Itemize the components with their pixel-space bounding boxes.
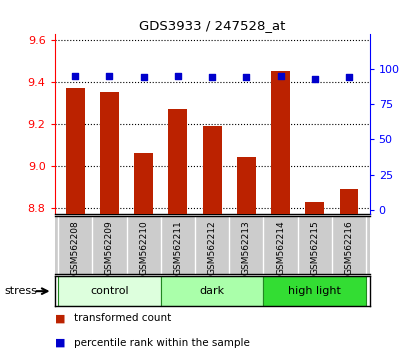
Bar: [305, 201, 324, 214]
Bar: [168, 109, 187, 214]
Point: [140, 74, 147, 80]
Bar: [263, 276, 366, 306]
Point: [346, 74, 352, 80]
Point: [106, 73, 113, 79]
Text: ■: ■: [55, 338, 65, 348]
Text: GSM562211: GSM562211: [173, 221, 182, 275]
Point: [312, 76, 318, 81]
Point: [209, 74, 215, 80]
Text: GSM562209: GSM562209: [105, 221, 114, 275]
Text: dark: dark: [200, 286, 225, 296]
Bar: [161, 276, 263, 306]
Text: control: control: [90, 286, 129, 296]
Point: [243, 74, 250, 80]
Bar: [66, 88, 84, 214]
Text: GSM562212: GSM562212: [207, 221, 217, 275]
Text: ■: ■: [55, 313, 65, 323]
Point: [277, 73, 284, 79]
Point: [174, 73, 181, 79]
Bar: [100, 92, 119, 214]
Point: [72, 73, 79, 79]
Text: GSM562208: GSM562208: [71, 221, 80, 275]
Text: percentile rank within the sample: percentile rank within the sample: [74, 338, 249, 348]
Text: GSM562210: GSM562210: [139, 221, 148, 275]
Bar: [134, 153, 153, 214]
Bar: [203, 126, 221, 214]
Text: GSM562216: GSM562216: [344, 221, 354, 275]
Text: GSM562213: GSM562213: [242, 221, 251, 275]
Text: GSM562214: GSM562214: [276, 221, 285, 275]
Bar: [271, 72, 290, 214]
Title: GDS3933 / 247528_at: GDS3933 / 247528_at: [139, 19, 285, 33]
Text: GSM562215: GSM562215: [310, 221, 319, 275]
Bar: [58, 276, 161, 306]
Bar: [340, 189, 359, 214]
Text: high light: high light: [289, 286, 341, 296]
Bar: [237, 158, 256, 214]
Text: stress: stress: [4, 286, 37, 296]
Text: transformed count: transformed count: [74, 313, 171, 323]
